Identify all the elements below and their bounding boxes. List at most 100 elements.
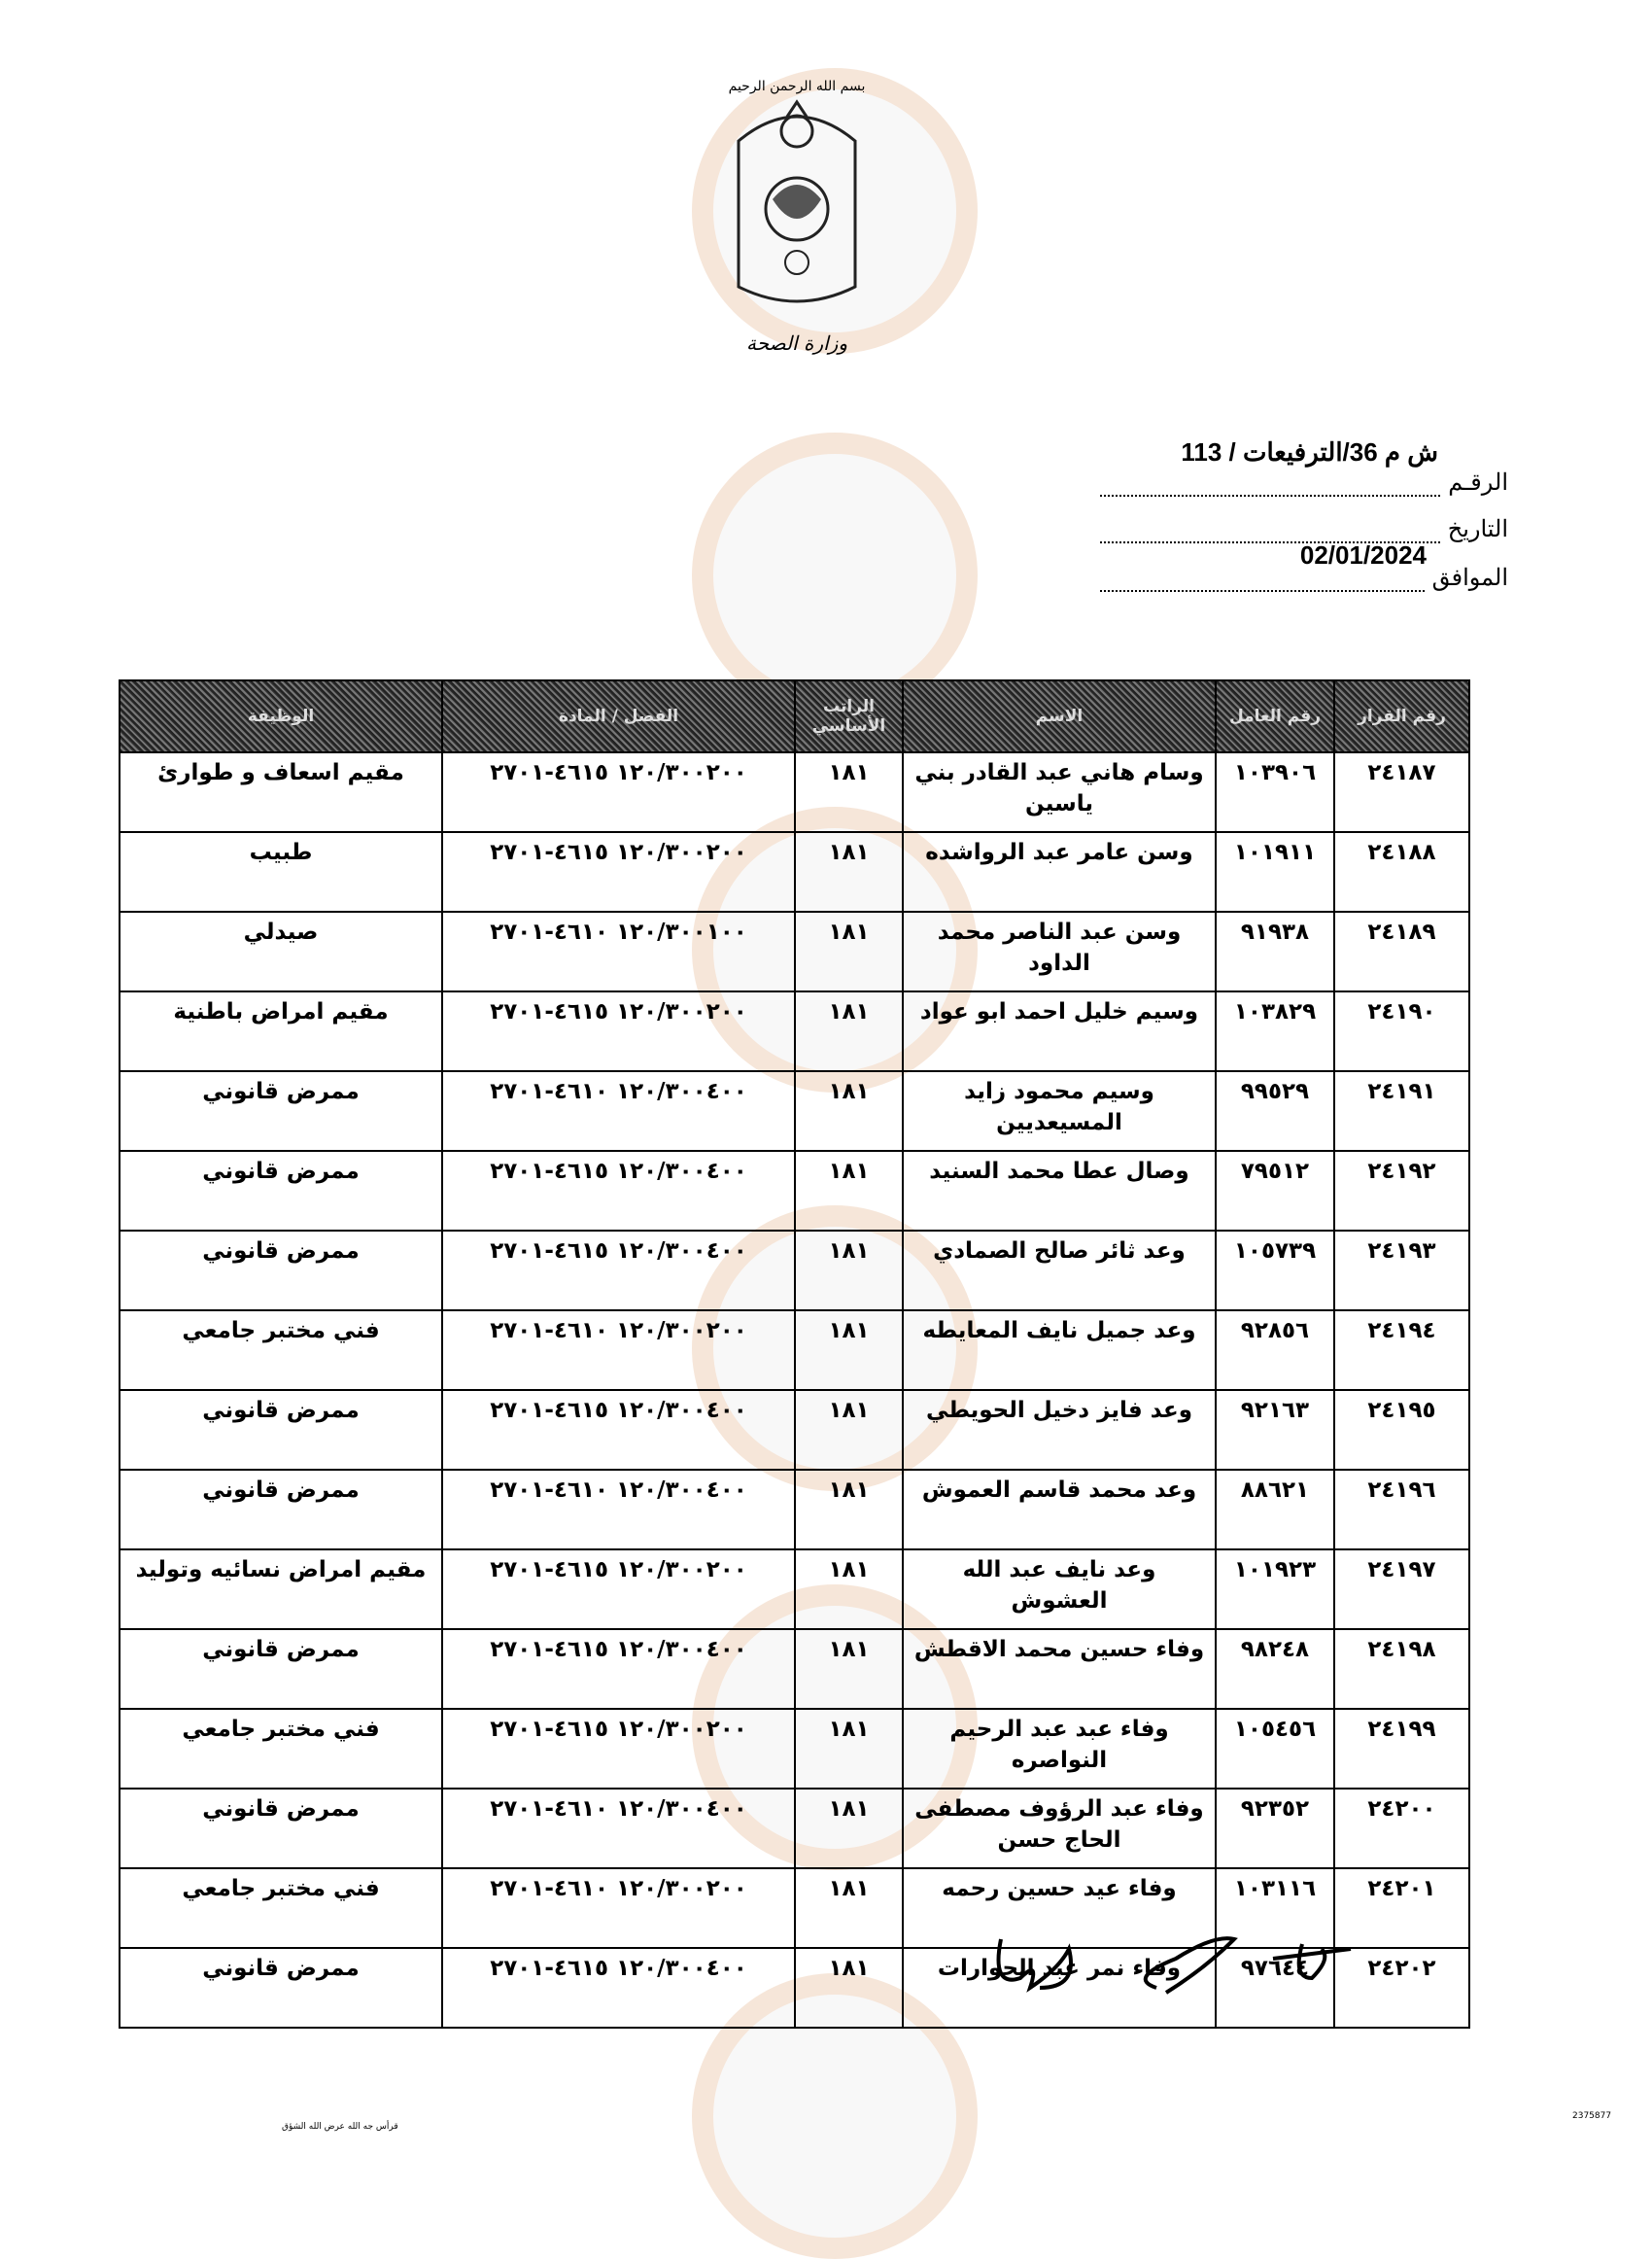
basic-salary: ١٨١ [794,1708,904,1790]
col-chapter: الفصل / المادة [441,679,796,753]
decision-number: ٢٤٢٠١ [1333,1867,1470,1949]
job-title: فني مختبر جامعي [119,1708,443,1790]
table-row: ٢٤١٨٩ ٩١٩٣٨ وسن عبد الناصر محمد الداود ١٨١ ١… [119,911,1470,992]
employee-name: وفاء عبد الرؤوف مصطفى الحاج حسن [902,1788,1217,1869]
job-title: فني مختبر جامعي [119,1867,443,1949]
employee-number: ٩٢٨٥٦ [1215,1309,1335,1391]
decision-number: ٢٤١٩٨ [1333,1628,1470,1710]
employee-number: ٧٩٥١٢ [1215,1150,1335,1232]
employee-number: ٨٨٦٢١ [1215,1469,1335,1550]
table-row: ٢٤٢٠٢ ٩٧٦٤٤ وفاء نمر عبد الحوارات ١٨١ ١٢٠/٣٠… [119,1947,1470,2029]
basic-salary: ١٨١ [794,1788,904,1869]
basic-salary: ١٨١ [794,751,904,833]
table-row: ٢٤١٩٣ ١٠٥٧٣٩ وعد ثائر صالح الصمادي ١٨١ ١٢٠/٣… [119,1230,1470,1311]
job-title: ممرض قانوني [119,1230,443,1311]
basic-salary: ١٨١ [794,1628,904,1710]
employee-name: وفاء عيد حسين رحمه [902,1867,1217,1949]
employee-number: ١٠٣٩٠٦ [1215,751,1335,833]
promotions-table: رقم القرار رقم العامل الاسم الراتب الأسا… [119,679,1470,2029]
number-label: الرقـم [1448,469,1508,496]
basic-salary: ١٨١ [794,1309,904,1391]
basic-salary: ١٨١ [794,1867,904,1949]
chapter-article: ١٢٠/٣٠٠٢٠٠ ٤٦١٥-٢٧٠١ [441,990,796,1072]
chapter-article: ١٢٠/٣٠٠٤٠٠ ٤٦١٥-٢٧٠١ [441,1389,796,1471]
table-row: ٢٤١٩٧ ١٠١٩٢٣ وعد نايف عبد الله العشوش ١٨١ ١٢… [119,1548,1470,1630]
job-title: مقيم امراض باطنية [119,990,443,1072]
decision-number: ٢٤١٩٣ [1333,1230,1470,1311]
table-row: ٢٤١٩٠ ١٠٣٨٢٩ وسيم خليل احمد ابو عواد ١٨١ ١٢٠… [119,990,1470,1072]
table-row: ٢٤١٩٩ ١٠٥٤٥٦ وفاء عبد عبد الرحيم النواصره ١… [119,1708,1470,1790]
job-title: ممرض قانوني [119,1469,443,1550]
decision-number: ٢٤١٩٤ [1333,1309,1470,1391]
employee-name: وسن عامر عبد الرواشده [902,831,1217,913]
job-title: صيدلي [119,911,443,992]
employee-number: ٩٨٢٤٨ [1215,1628,1335,1710]
employee-name: وعد نايف عبد الله العشوش [902,1548,1217,1630]
decision-number: ٢٤٢٠٠ [1333,1788,1470,1869]
employee-number: ١٠٣٨٢٩ [1215,990,1335,1072]
employee-number: ١٠١٩٢٣ [1215,1548,1335,1630]
chapter-article: ١٢٠/٣٠٠٤٠٠ ٤٦١٠-٢٧٠١ [441,1788,796,1869]
job-title: ممرض قانوني [119,1628,443,1710]
table-row: ٢٤١٩٨ ٩٨٢٤٨ وفاء حسين محمد الاقطش ١٨١ ١٢٠/٣٠… [119,1628,1470,1710]
decision-number: ٢٤١٨٩ [1333,911,1470,992]
signatures [996,1936,1352,1995]
table-row: ٢٤٢٠١ ١٠٣١١٦ وفاء عيد حسين رحمه ١٨١ ١٢٠/٣٠٠٢… [119,1867,1470,1949]
decision-number: ٢٤١٩٩ [1333,1708,1470,1790]
date-row: التاريخ [1100,515,1508,543]
employee-name: وعد محمد قاسم العموش [902,1469,1217,1550]
employee-number: ٩٧٦٤٤ [1215,1947,1335,2029]
col-decision: رقم القرار [1333,679,1470,753]
basic-salary: ١٨١ [794,1070,904,1152]
employee-number: ١٠١٩١١ [1215,831,1335,913]
decision-number: ٢٤١٨٧ [1333,751,1470,833]
job-title: طبيب [119,831,443,913]
chapter-article: ١٢٠/٣٠٠٢٠٠ ٤٦١٥-٢٧٠١ [441,1548,796,1630]
employee-number: ٩٢١٦٣ [1215,1389,1335,1471]
chapter-article: ١٢٠/٣٠٠٤٠٠ ٤٦١٥-٢٧٠١ [441,1150,796,1232]
employee-name: وعد ثائر صالح الصمادي [902,1230,1217,1311]
job-title: ممرض قانوني [119,1150,443,1232]
number-row: الرقـم [1100,469,1508,497]
decision-number: ٢٤١٩٢ [1333,1150,1470,1232]
basic-salary: ١٨١ [794,1469,904,1550]
decision-number: ٢٤١٨٨ [1333,831,1470,913]
table-row: ٢٤١٨٧ ١٠٣٩٠٦ وسام هاني عبد القادر بني ياسي… [119,751,1470,833]
col-name: الاسم [902,679,1217,753]
basic-salary: ١٨١ [794,1548,904,1630]
chapter-article: ١٢٠/٣٠٠٢٠٠ ٤٦١٠-٢٧٠١ [441,1309,796,1391]
chapter-article: ١٢٠/٣٠٠٢٠٠ ٤٦١٥-٢٧٠١ [441,751,796,833]
employee-number: ٩١٩٣٨ [1215,911,1335,992]
chapter-article: ١٢٠/٣٠٠٤٠٠ ٤٦١٥-٢٧٠١ [441,1947,796,2029]
table-header: رقم القرار رقم العامل الاسم الراتب الأسا… [119,679,1470,753]
decision-number: ٢٤١٩٥ [1333,1389,1470,1471]
hijri-label: الموافق [1431,565,1508,591]
employee-name: وفاء عبد عبد الرحيم النواصره [902,1708,1217,1790]
chapter-article: ١٢٠/٣٠٠٢٠٠ ٤٦١٥-٢٧٠١ [441,831,796,913]
job-title: مقيم امراض نسائيه وتوليد [119,1548,443,1630]
col-job: الوظيفة [119,679,443,753]
employee-name: وعد جميل نايف المعايطه [902,1309,1217,1391]
employee-name: وفاء نمر عبد الحوارات [902,1947,1217,2029]
date-value: 02/01/2024 [1299,540,1427,570]
basmala: بسم الله الرحمن الرحيم [729,79,866,94]
date-label: التاريخ [1447,516,1508,542]
ministry-name: وزارة الصحة [746,331,847,355]
basic-salary: ١٨١ [794,911,904,992]
employee-number: ٩٩٥٢٩ [1215,1070,1335,1152]
chapter-article: ١٢٠/٣٠٠٤٠٠ ٤٦١٠-٢٧٠١ [441,1070,796,1152]
reference-number: ش م 36/الترفيعات / 113 [1181,437,1438,467]
employee-number: ١٠٣١١٦ [1215,1867,1335,1949]
hijri-row: الموافق [1100,564,1508,592]
job-title: ممرض قانوني [119,1389,443,1471]
basic-salary: ١٨١ [794,1947,904,2029]
chapter-article: ١٢٠/٣٠٠٢٠٠ ٤٦١٥-٢٧٠١ [441,1708,796,1790]
job-title: ممرض قانوني [119,1947,443,2029]
job-title: ممرض قانوني [119,1788,443,1869]
chapter-article: ١٢٠/٣٠٠٤٠٠ ٤٦١٥-٢٧٠١ [441,1230,796,1311]
chapter-article: ١٢٠/٣٠٠١٠٠ ٤٦١٠-٢٧٠١ [441,911,796,992]
decision-number: ٢٤١٩٠ [1333,990,1470,1072]
employee-name: وسن عبد الناصر محمد الداود [902,911,1217,992]
basic-salary: ١٨١ [794,831,904,913]
decision-number: ٢٤١٩١ [1333,1070,1470,1152]
